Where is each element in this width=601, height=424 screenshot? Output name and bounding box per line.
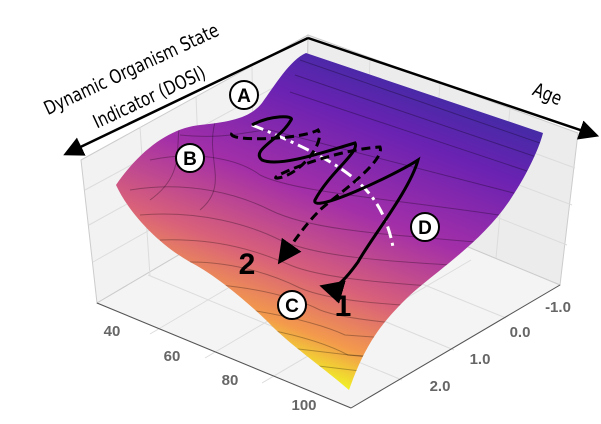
svg-text:D: D	[418, 218, 432, 239]
dosi-axis-line	[350, 284, 561, 409]
trajectory-1-solid	[251, 115, 421, 304]
trajectory-label-2: 2	[239, 248, 256, 281]
age-axis-line	[96, 302, 352, 409]
trajectory-2-dashed	[230, 128, 382, 265]
trajectory-d-white	[251, 123, 395, 248]
svg-text:A: A	[237, 86, 251, 107]
dosi-tick-2: 2.0	[430, 378, 451, 395]
label-d: D	[410, 212, 440, 242]
age-tick-80: 80	[222, 372, 239, 389]
age-tick-100: 100	[291, 397, 316, 414]
dosi-tick-0: 0.0	[510, 324, 531, 341]
dosi-tick-neg1: -1.0	[545, 299, 571, 316]
dosi-tick-1: 1.0	[470, 351, 491, 368]
label-c: C	[277, 290, 307, 320]
label-b: B	[175, 143, 205, 173]
age-tick-60: 60	[164, 348, 181, 365]
axis-arrows	[63, 36, 600, 156]
label-a: A	[229, 80, 259, 110]
trajectory-label-1: 1	[335, 290, 352, 323]
age-axis-title: Age	[529, 79, 565, 110]
svg-text:B: B	[183, 149, 197, 170]
svg-text:C: C	[285, 296, 299, 317]
age-tick-40: 40	[104, 323, 121, 340]
